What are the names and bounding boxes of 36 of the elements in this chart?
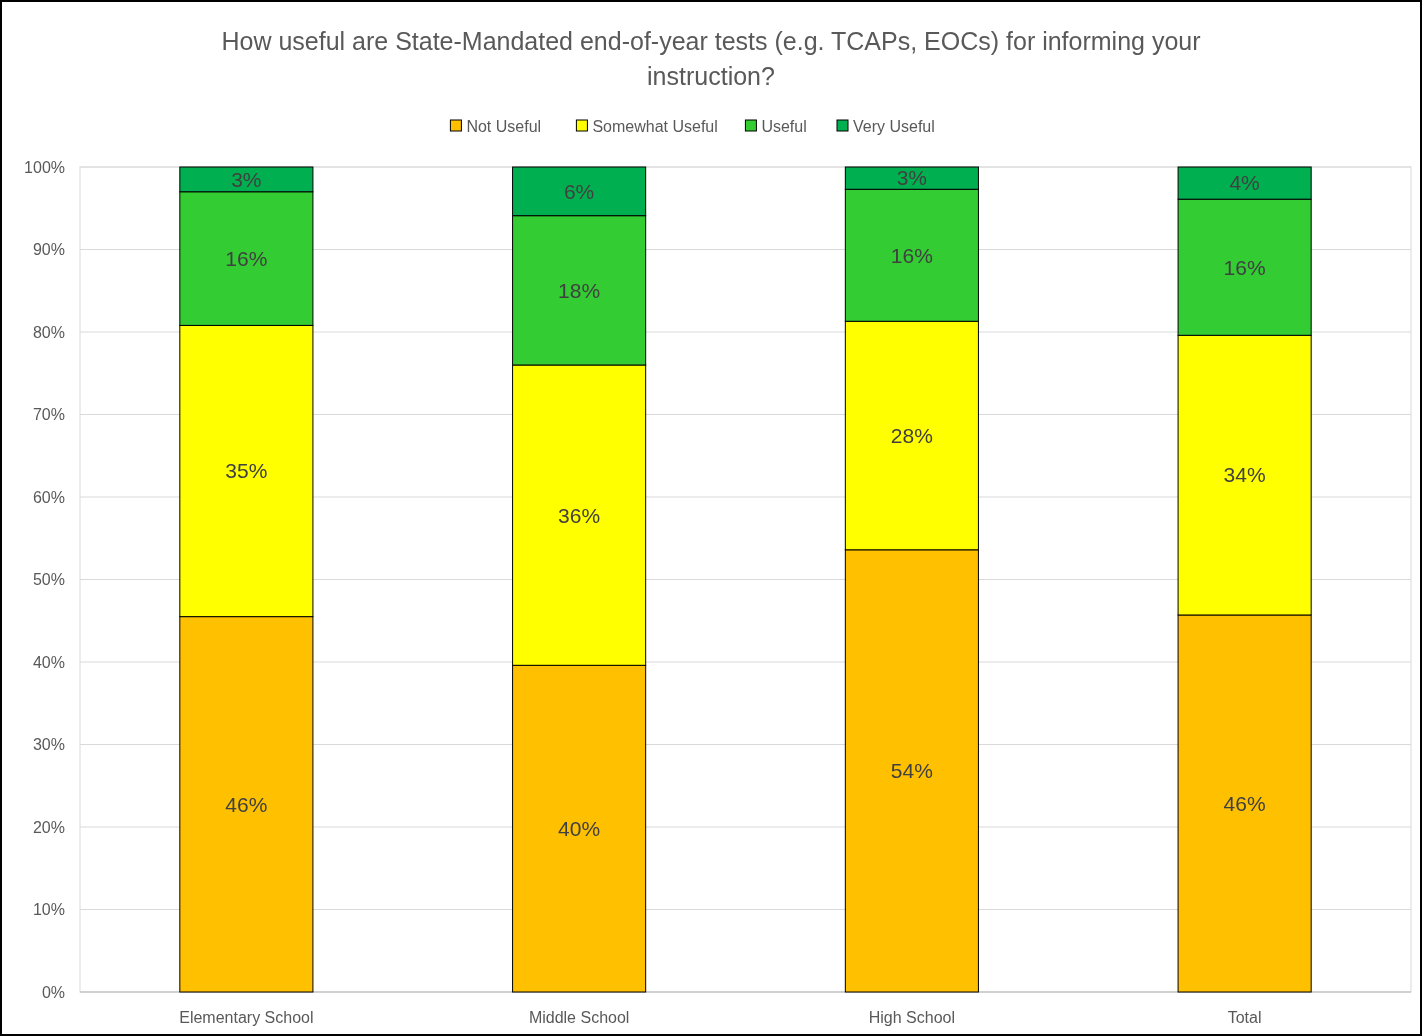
data-label: 54% (890, 759, 933, 783)
data-label: 18% (558, 278, 601, 302)
y-tick-label: 60% (32, 488, 65, 506)
y-tick-label: 90% (32, 241, 65, 259)
x-tick-label: Middle School (528, 1009, 630, 1026)
data-label: 6% (563, 179, 595, 203)
data-label: 3% (896, 166, 928, 190)
y-tick-label: 70% (32, 406, 65, 424)
y-tick-label: 10% (32, 901, 65, 919)
legend-label: Somewhat Useful (592, 117, 718, 135)
x-tick-label: Total (1227, 1009, 1262, 1026)
data-label: 34% (1223, 463, 1266, 487)
data-label: 16% (890, 243, 933, 267)
x-tick-label: High School (868, 1009, 956, 1026)
data-label: 46% (1223, 791, 1266, 815)
y-tick-label: 50% (32, 571, 65, 589)
y-tick-label: 20% (32, 818, 65, 836)
data-label: 16% (1223, 255, 1266, 279)
x-tick-label: Elementary School (179, 1009, 314, 1026)
data-label: 3% (231, 167, 262, 191)
y-tick-label: 30% (32, 736, 65, 754)
legend-label: Useful (761, 117, 807, 135)
y-tick-label: 80% (32, 323, 65, 341)
data-label: 36% (558, 503, 601, 527)
data-label: 35% (225, 459, 268, 483)
legend-label: Not Useful (466, 117, 542, 135)
y-tick-label: 0% (41, 983, 65, 1001)
data-label: 16% (225, 246, 268, 270)
data-label: 4% (1229, 171, 1260, 195)
chart-title: How useful are State-Mandated end-of-year tests (e.g. TCAPs, EOCs) for informing your instruction? (221, 27, 1201, 90)
legend-label: Very Useful (853, 117, 935, 135)
data-label: 28% (890, 423, 933, 447)
data-label: 40% (558, 817, 601, 840)
y-tick-label: 40% (32, 653, 65, 671)
y-tick-label: 100% (24, 158, 65, 176)
data-label: 46% (225, 792, 268, 816)
